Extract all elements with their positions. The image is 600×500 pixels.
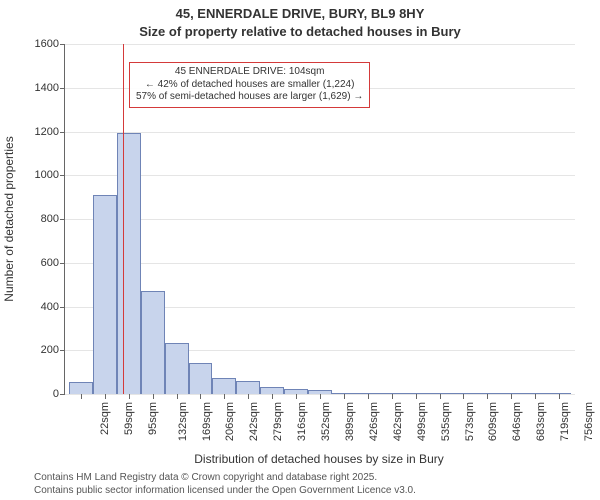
x-tick-label: 573sqm: [460, 402, 476, 441]
x-tick-mark: [200, 394, 201, 399]
y-tick-label: 1000: [35, 169, 65, 181]
x-tick-mark: [511, 394, 512, 399]
x-tick-label: 279sqm: [268, 402, 284, 441]
x-tick-label: 756sqm: [579, 402, 595, 441]
x-tick-mark: [416, 394, 417, 399]
x-tick-mark: [344, 394, 345, 399]
x-tick-mark: [535, 394, 536, 399]
y-tick-label: 1200: [35, 126, 65, 138]
property-marker-line: [123, 44, 124, 394]
x-tick-mark: [320, 394, 321, 399]
y-tick-label: 400: [41, 301, 65, 313]
x-tick-mark: [224, 394, 225, 399]
gridline: [65, 263, 575, 264]
x-tick-mark: [392, 394, 393, 399]
x-tick-mark: [296, 394, 297, 399]
x-tick-label: 132sqm: [173, 402, 189, 441]
x-tick-label: 59sqm: [119, 402, 135, 435]
x-tick-label: 352sqm: [316, 402, 332, 441]
histogram-bar: [117, 133, 141, 394]
x-tick-label: 22sqm: [95, 402, 111, 435]
footer-line-1: Contains HM Land Registry data © Crown c…: [34, 472, 377, 483]
y-tick-label: 1600: [35, 38, 65, 50]
plot-area: 0200400600800100012001400160022sqm59sqm9…: [64, 44, 575, 395]
y-tick-label: 200: [41, 344, 65, 356]
chart-title: 45, ENNERDALE DRIVE, BURY, BL9 8HY: [0, 6, 600, 21]
histogram-bar: [69, 382, 93, 394]
histogram-bar: [189, 363, 213, 394]
histogram-bar: [141, 291, 165, 394]
gridline: [65, 175, 575, 176]
x-tick-mark: [440, 394, 441, 399]
x-tick-label: 206sqm: [221, 402, 237, 441]
chart-subtitle: Size of property relative to detached ho…: [0, 24, 600, 39]
annotation-line: 57% of semi-detached houses are larger (…: [136, 91, 363, 104]
x-tick-label: 169sqm: [197, 402, 213, 441]
x-tick-label: 609sqm: [484, 402, 500, 441]
histogram-bar: [93, 195, 117, 394]
x-tick-label: 95sqm: [143, 402, 159, 435]
x-tick-mark: [368, 394, 369, 399]
x-tick-mark: [129, 394, 130, 399]
x-tick-mark: [272, 394, 273, 399]
footer-line-2: Contains public sector information licen…: [34, 485, 416, 496]
x-tick-mark: [153, 394, 154, 399]
x-tick-label: 719sqm: [555, 402, 571, 441]
x-tick-label: 646sqm: [507, 402, 523, 441]
y-tick-label: 0: [53, 388, 65, 400]
x-tick-mark: [559, 394, 560, 399]
x-tick-label: 426sqm: [364, 402, 380, 441]
x-tick-mark: [81, 394, 82, 399]
x-tick-mark: [105, 394, 106, 399]
x-tick-mark: [177, 394, 178, 399]
histogram-bar: [165, 343, 189, 394]
y-tick-label: 600: [41, 257, 65, 269]
x-tick-mark: [463, 394, 464, 399]
annotation-line: 45 ENNERDALE DRIVE: 104sqm: [136, 66, 363, 79]
annotation-box: 45 ENNERDALE DRIVE: 104sqm← 42% of detac…: [129, 62, 370, 108]
x-tick-label: 683sqm: [531, 402, 547, 441]
annotation-line: ← 42% of detached houses are smaller (1,…: [136, 79, 363, 92]
x-tick-label: 389sqm: [340, 402, 356, 441]
histogram-bar: [212, 378, 236, 394]
x-tick-mark: [487, 394, 488, 399]
gridline: [65, 132, 575, 133]
gridline: [65, 44, 575, 45]
x-tick-label: 535sqm: [436, 402, 452, 441]
histogram-bar: [236, 381, 260, 394]
x-tick-mark: [248, 394, 249, 399]
x-axis-label: Distribution of detached houses by size …: [64, 452, 574, 466]
y-tick-label: 800: [41, 213, 65, 225]
x-tick-label: 462sqm: [388, 402, 404, 441]
x-tick-label: 242sqm: [245, 402, 261, 441]
x-tick-label: 499sqm: [412, 402, 428, 441]
y-axis-label: Number of detached properties: [2, 136, 16, 301]
y-tick-label: 1400: [35, 82, 65, 94]
chart-root: 45, ENNERDALE DRIVE, BURY, BL9 8HY Size …: [0, 0, 600, 500]
x-tick-label: 316sqm: [292, 402, 308, 441]
gridline: [65, 219, 575, 220]
